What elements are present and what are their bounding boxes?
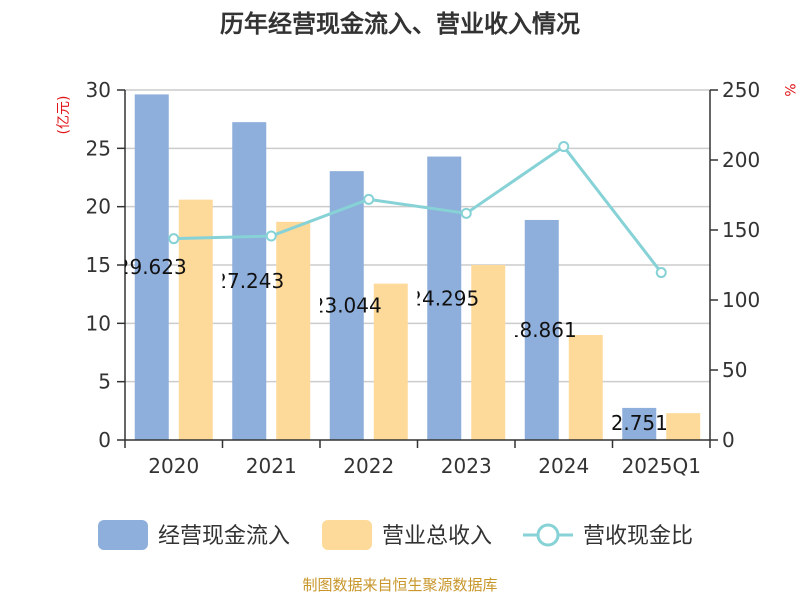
bar-cash-inflow <box>232 122 267 440</box>
left-tick-label: 5 <box>98 370 111 394</box>
right-tick-label: 50 <box>722 358 747 382</box>
right-tick-label: 200 <box>722 148 760 172</box>
x-tick-label: 2022 <box>343 454 394 478</box>
ratio-point <box>460 207 472 219</box>
bar-cash-inflow <box>329 171 364 441</box>
legend-label-revenue: 营业总收入 <box>382 524 492 549</box>
right-tick-label: 0 <box>722 428 735 452</box>
legend: 经营现金流入 营业总收入 营收现金比 <box>98 520 693 550</box>
ratio-point <box>363 193 375 205</box>
x-tick-label: 2020 <box>148 454 199 478</box>
legend-marker-ratio <box>536 523 560 547</box>
ratio-line <box>173 144 663 274</box>
bar-cash-inflow <box>524 219 559 440</box>
chart-title: 历年经营现金流入、营业收入情况 <box>220 10 580 38</box>
data-label-cash-inflow: 24.295 <box>409 286 479 310</box>
ratio-point <box>168 233 180 245</box>
data-labels-group: 29.623 27.243 23.044 24.295 18.861 2.751 <box>117 255 668 435</box>
right-axis-unit: % <box>781 83 797 96</box>
bar-revenue <box>471 265 506 440</box>
ratio-point <box>558 141 570 153</box>
bar-cash-inflow <box>427 156 462 440</box>
bar-revenue <box>178 199 213 440</box>
data-label-cash-inflow: 27.243 <box>214 269 284 293</box>
legend-swatch-revenue <box>322 520 372 550</box>
x-tick-label: 2021 <box>246 454 297 478</box>
bar-revenue <box>276 221 311 440</box>
legend-swatch-cash-inflow <box>98 520 148 550</box>
bar-revenue <box>373 283 408 440</box>
data-label-cash-inflow: 29.623 <box>117 255 187 279</box>
left-tick-label: 25 <box>86 136 111 160</box>
x-tick-label: 2024 <box>538 454 589 478</box>
left-axis-unit: (亿元) <box>56 96 72 135</box>
bars-group <box>134 94 701 441</box>
left-tick-label: 15 <box>86 253 111 277</box>
right-tick-label: 250 <box>722 78 760 102</box>
x-tick-label: 2025Q1 <box>622 454 701 478</box>
ratio-line-group <box>168 141 667 279</box>
source-note: 制图数据来自恒生聚源数据库 <box>302 576 497 594</box>
bar-cash-inflow <box>134 94 169 441</box>
axes-group: 0 5 10 15 20 25 30 0 50 100 150 200 250 2020 2021 2022 2… <box>86 78 761 478</box>
left-tick-label: 10 <box>86 311 111 335</box>
bar-cash-inflow <box>622 407 657 440</box>
bar-revenue <box>666 413 701 440</box>
x-tick-label: 2023 <box>441 454 492 478</box>
legend-label-ratio: 营收现金比 <box>583 524 693 549</box>
bar-revenue <box>568 335 603 440</box>
left-tick-label: 20 <box>86 195 111 219</box>
data-label-cash-inflow: 18.861 <box>507 318 577 342</box>
right-tick-label: 100 <box>722 288 760 312</box>
legend-label-cash-inflow: 经营现金流入 <box>158 524 290 549</box>
left-tick-label: 0 <box>98 428 111 452</box>
data-label-cash-inflow: 2.751 <box>611 411 668 435</box>
ratio-point <box>265 230 277 242</box>
grid-lines <box>125 89 710 383</box>
right-tick-label: 150 <box>722 218 760 242</box>
data-label-cash-inflow: 23.044 <box>312 294 382 318</box>
left-tick-label: 30 <box>86 78 111 102</box>
ratio-point <box>655 267 667 279</box>
